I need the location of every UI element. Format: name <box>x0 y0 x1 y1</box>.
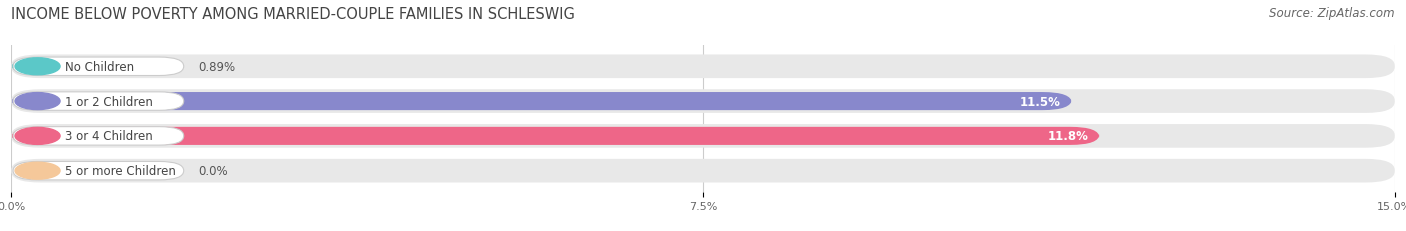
Text: 3 or 4 Children: 3 or 4 Children <box>66 130 153 143</box>
FancyBboxPatch shape <box>13 58 184 76</box>
FancyBboxPatch shape <box>11 127 1099 145</box>
FancyBboxPatch shape <box>11 90 1395 113</box>
FancyBboxPatch shape <box>11 58 93 76</box>
FancyBboxPatch shape <box>13 162 184 180</box>
Text: Source: ZipAtlas.com: Source: ZipAtlas.com <box>1270 7 1395 20</box>
Text: 1 or 2 Children: 1 or 2 Children <box>66 95 153 108</box>
Text: 11.5%: 11.5% <box>1019 95 1062 108</box>
Circle shape <box>15 162 60 179</box>
Circle shape <box>15 93 60 110</box>
Text: 5 or more Children: 5 or more Children <box>66 164 176 177</box>
Text: 0.0%: 0.0% <box>198 164 228 177</box>
Circle shape <box>15 58 60 76</box>
Text: INCOME BELOW POVERTY AMONG MARRIED-COUPLE FAMILIES IN SCHLESWIG: INCOME BELOW POVERTY AMONG MARRIED-COUPL… <box>11 7 575 22</box>
FancyBboxPatch shape <box>11 159 1395 183</box>
Circle shape <box>15 128 60 145</box>
FancyBboxPatch shape <box>13 92 184 111</box>
Text: No Children: No Children <box>66 61 135 73</box>
Text: 0.89%: 0.89% <box>198 61 236 73</box>
FancyBboxPatch shape <box>11 125 1395 148</box>
Text: 11.8%: 11.8% <box>1047 130 1088 143</box>
FancyBboxPatch shape <box>11 55 1395 79</box>
FancyBboxPatch shape <box>13 127 184 146</box>
FancyBboxPatch shape <box>11 93 1071 111</box>
